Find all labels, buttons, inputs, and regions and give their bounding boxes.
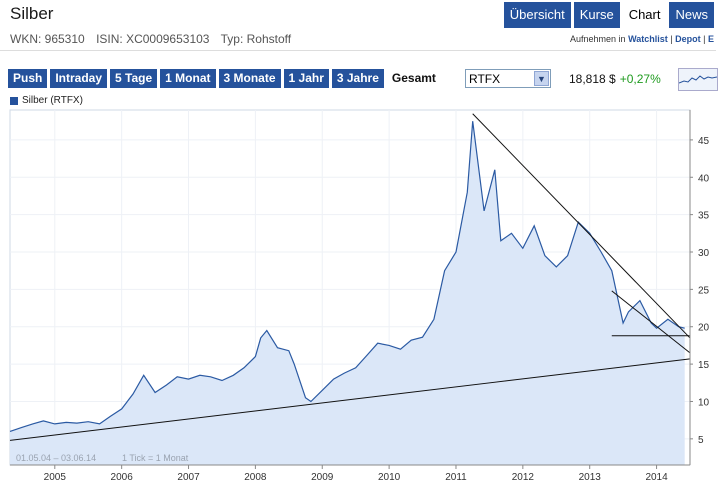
x-tick-label: 2007 bbox=[177, 472, 200, 483]
y-tick-label: 10 bbox=[698, 397, 710, 408]
y-tick-label: 15 bbox=[698, 360, 710, 371]
x-tick-label: 2006 bbox=[111, 472, 134, 483]
y-tick-label: 5 bbox=[698, 435, 704, 446]
isin-text: ISIN: XC0009653103 bbox=[96, 32, 210, 46]
add-to-label: Aufnehmen in bbox=[570, 34, 626, 44]
legend-label: Silber (RTFX) bbox=[22, 95, 83, 106]
exchange-select[interactable]: RTFX ▼ bbox=[465, 69, 551, 88]
nav-tabs: Übersicht Kurse Chart News bbox=[501, 2, 714, 28]
range-1-year-button[interactable]: 1 Jahr bbox=[283, 69, 329, 88]
x-tick-label: 2011 bbox=[445, 472, 467, 483]
time-range-bar: Push Intraday 5 Tage 1 Monat 3 Monate 1 … bbox=[8, 69, 444, 88]
y-tick-label: 30 bbox=[698, 248, 710, 259]
footnote-range: 01.05.04 – 03.06.14 bbox=[16, 453, 96, 463]
tab-news[interactable]: News bbox=[669, 2, 714, 28]
series-area bbox=[10, 121, 685, 465]
y-tick-label: 40 bbox=[698, 173, 710, 184]
price-chart[interactable]: 2005 2006 2007 2008 2009 2010 2011 2012 2013 2014… bbox=[0, 108, 728, 493]
tab-chart[interactable]: Chart bbox=[622, 2, 667, 28]
x-tick-label: 2012 bbox=[512, 472, 535, 483]
y-tick-label: 45 bbox=[698, 136, 710, 147]
divider bbox=[0, 50, 716, 51]
depot-link[interactable]: Depot bbox=[675, 34, 701, 44]
separator: | bbox=[670, 34, 673, 44]
x-tick-label: 2008 bbox=[244, 472, 267, 483]
x-tick-label: 2013 bbox=[579, 472, 602, 483]
chart-legend: Silber (RTFX) bbox=[10, 95, 83, 106]
tab-uebersicht[interactable]: Übersicht bbox=[503, 2, 571, 28]
range-push-button[interactable]: Push bbox=[8, 69, 48, 88]
page-title: Silber bbox=[10, 4, 54, 23]
tab-kurse[interactable]: Kurse bbox=[573, 2, 620, 28]
watchlist-actions: Aufnehmen in Watchlist | Depot | E bbox=[570, 34, 714, 44]
range-3-months-button[interactable]: 3 Monate bbox=[218, 69, 281, 88]
trendline bbox=[611, 290, 691, 354]
more-link[interactable]: E bbox=[707, 34, 714, 44]
range-total-button[interactable]: Gesamt bbox=[386, 69, 441, 88]
legend-swatch bbox=[10, 96, 18, 105]
x-tick-label: 2009 bbox=[311, 472, 334, 483]
y-tick-label: 20 bbox=[698, 323, 710, 334]
range-intraday-button[interactable]: Intraday bbox=[50, 69, 108, 88]
footnote-tick: 1 Tick = 1 Monat bbox=[122, 453, 189, 463]
range-1-month-button[interactable]: 1 Monat bbox=[160, 69, 216, 88]
quote-display: 18,818 $ +0,27% bbox=[569, 72, 661, 86]
x-tick-label: 2010 bbox=[378, 472, 401, 483]
last-price: 18,818 $ bbox=[569, 72, 616, 86]
watchlist-link[interactable]: Watchlist bbox=[628, 34, 668, 44]
type-text: Typ: Rohstoff bbox=[220, 32, 292, 46]
price-change: +0,27% bbox=[619, 72, 661, 86]
sparkline-icon[interactable] bbox=[678, 68, 718, 91]
trendline bbox=[9, 358, 691, 441]
chevron-down-icon[interactable]: ▼ bbox=[534, 71, 549, 86]
instrument-meta: WKN: 965310 ISIN: XC0009653103 Typ: Rohs… bbox=[10, 32, 299, 46]
x-tick-label: 2014 bbox=[645, 472, 668, 483]
trendline bbox=[472, 113, 691, 339]
exchange-select-value: RTFX bbox=[469, 72, 501, 86]
y-tick-label: 35 bbox=[698, 211, 710, 222]
separator: | bbox=[703, 34, 706, 44]
sparkline-graphic bbox=[678, 75, 718, 84]
range-5-days-button[interactable]: 5 Tage bbox=[110, 69, 158, 88]
y-tick-label: 25 bbox=[698, 285, 710, 296]
range-3-years-button[interactable]: 3 Jahre bbox=[331, 69, 384, 88]
wkn-text: WKN: 965310 bbox=[10, 32, 85, 46]
x-tick-label: 2005 bbox=[44, 472, 67, 483]
